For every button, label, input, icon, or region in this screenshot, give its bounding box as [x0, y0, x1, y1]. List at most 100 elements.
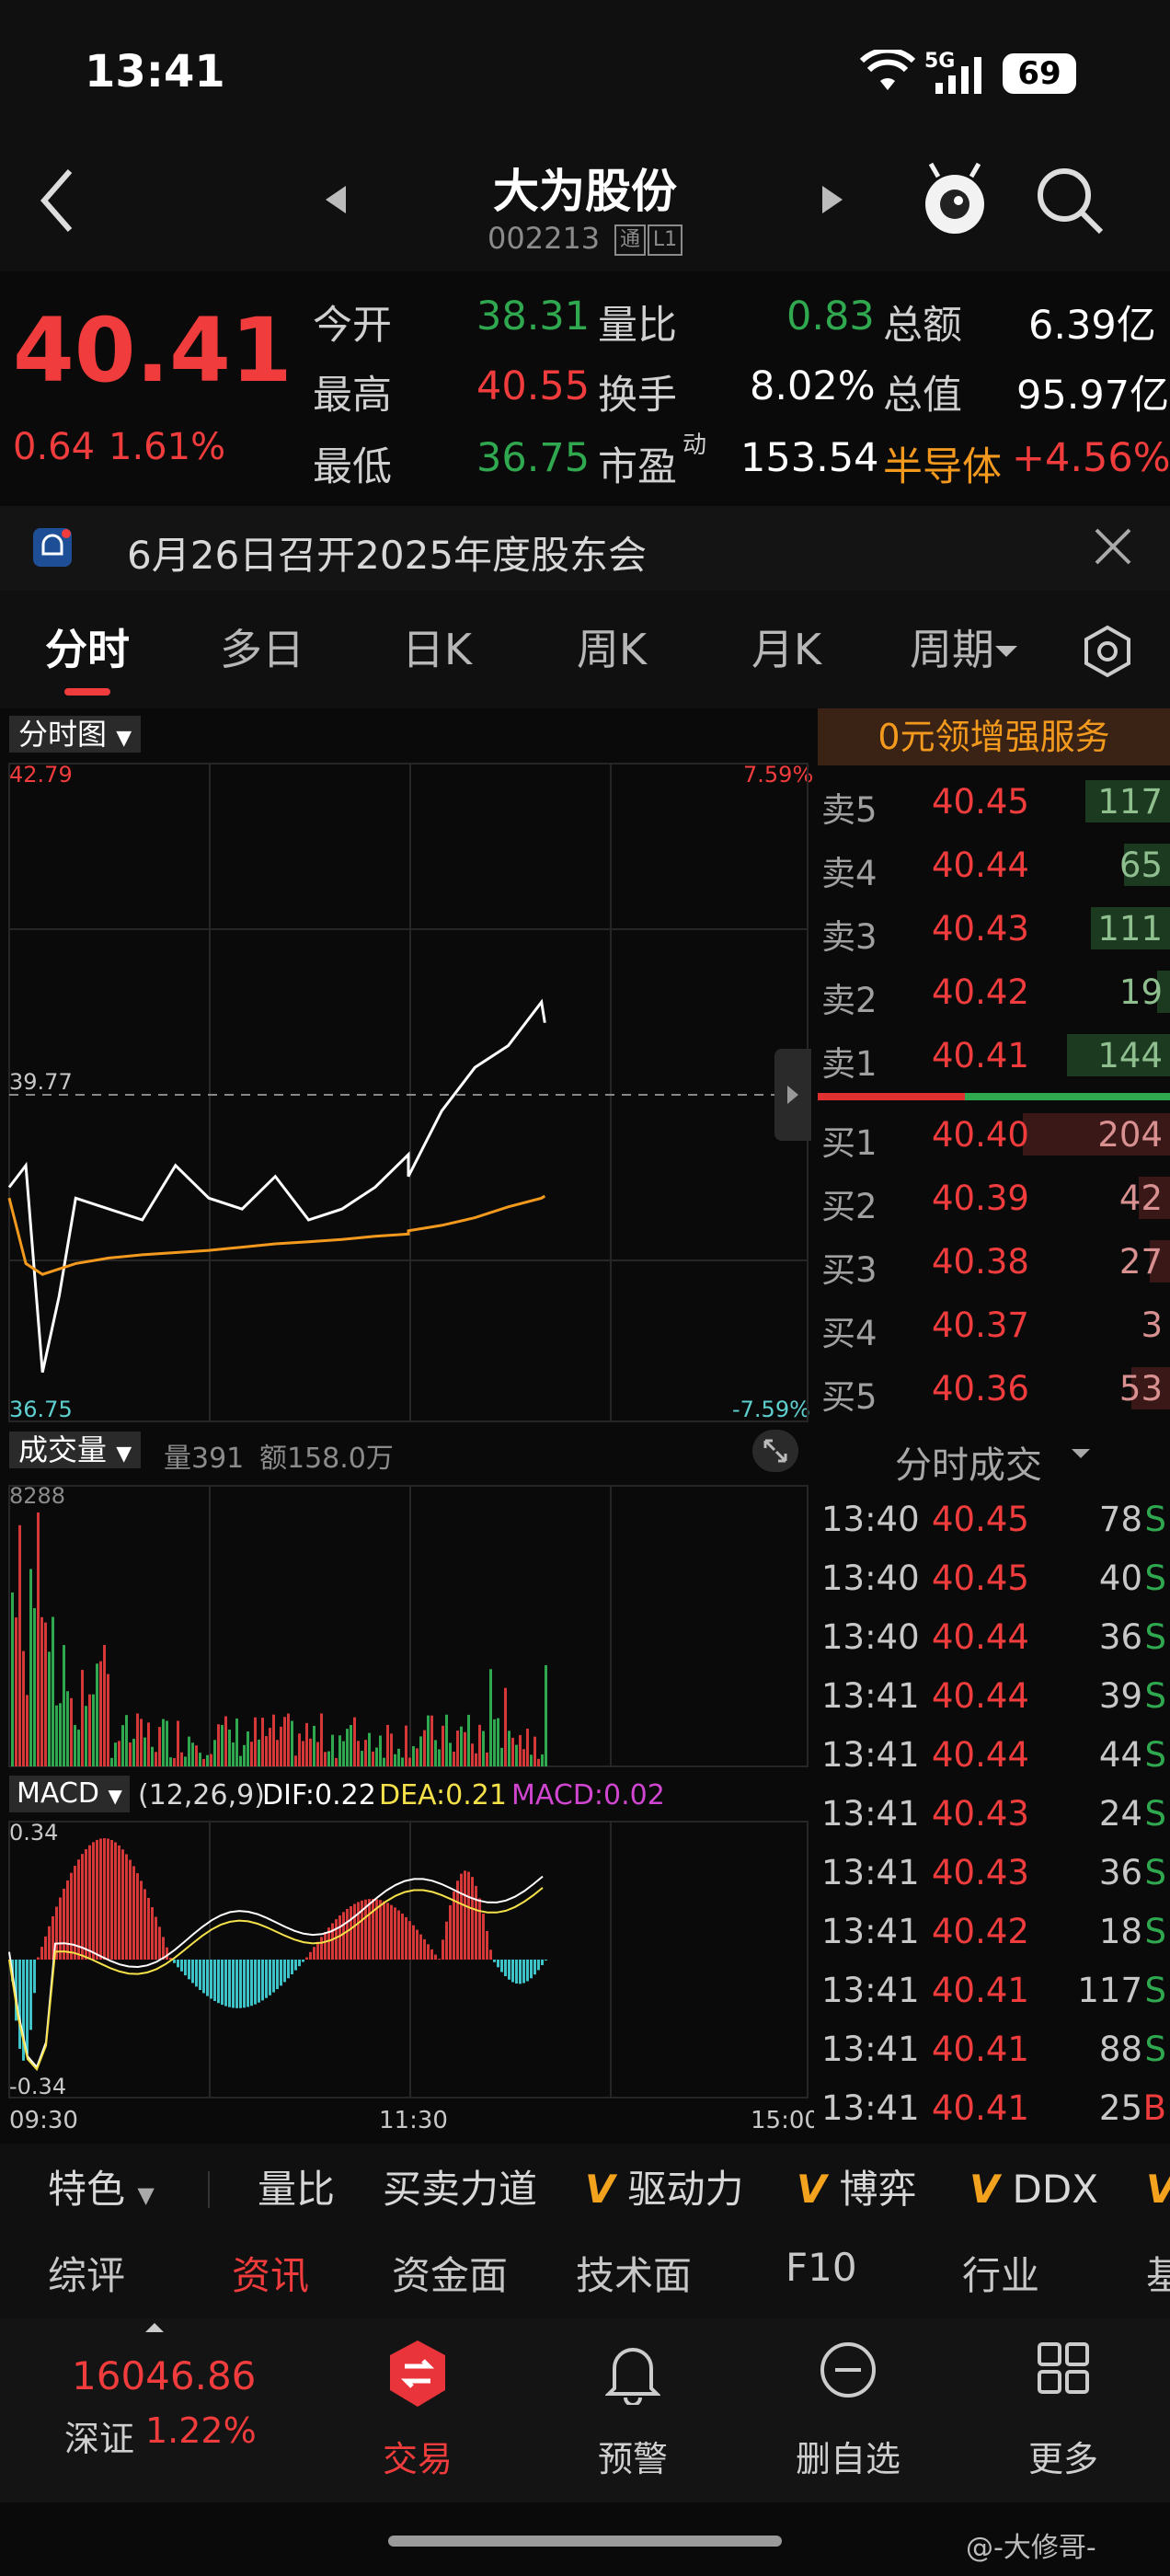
chart-area[interactable]: 分时图 ▼ 42.79 7.59% 39.77 36.75 -7.59%	[0, 708, 820, 2144]
tab-daily-k[interactable]: 日K	[401, 625, 473, 674]
macd-bar	[504, 1960, 507, 1977]
indicator-ddx[interactable]: V DDX	[969, 2144, 1098, 2236]
tab-intraday[interactable]: 分时	[45, 625, 130, 674]
macd-bar	[169, 1958, 172, 1960]
indicator-vol-ratio[interactable]: 量比	[258, 2167, 336, 2212]
feature-dropdown[interactable]: 特色 ▼	[48, 2144, 155, 2236]
macd-bar	[526, 1960, 529, 1982]
macd-bar	[335, 1919, 338, 1960]
macd-bar	[361, 1900, 363, 1960]
macd-bar	[250, 1960, 253, 2007]
expand-orderbook-icon[interactable]	[774, 1049, 811, 1141]
bid-row-3[interactable]: 买3 40.38 27	[814, 1231, 1170, 1294]
volume-bar	[537, 1758, 540, 1766]
chevron-down-icon	[1070, 1446, 1092, 1464]
high-label: 最高	[313, 373, 392, 419]
macd-bar	[151, 1907, 154, 1960]
volume-bar	[11, 1593, 14, 1766]
bid-price: 40.39	[932, 1179, 1029, 1218]
tab-monthly-k[interactable]: 月K	[751, 625, 822, 674]
tab-fund-partial[interactable]: 基	[1146, 2253, 1170, 2298]
volume-bar	[416, 1748, 419, 1766]
tab-fund-flow[interactable]: 资金面	[392, 2253, 509, 2298]
index-value[interactable]: 16046.86	[72, 2353, 257, 2398]
indicator-buy-sell-force[interactable]: 买卖力道	[383, 2167, 538, 2212]
back-icon[interactable]	[39, 166, 75, 239]
volume-bar	[471, 1743, 474, 1766]
macd-bar	[405, 1916, 407, 1960]
tab-f10[interactable]: F10	[786, 2245, 857, 2290]
volume-bar	[522, 1749, 525, 1766]
tab-news[interactable]: 资讯	[232, 2253, 310, 2298]
index-name: 深证	[64, 2419, 135, 2459]
tick-row: 13:41 40.43 24 S	[814, 1787, 1170, 1846]
bid-row-4[interactable]: 买4 40.37 3	[814, 1294, 1170, 1358]
macd-bar	[298, 1960, 301, 1967]
ask-price: 40.42	[932, 972, 1029, 1012]
ask-row-1[interactable]: 卖1 40.41 144	[814, 1025, 1170, 1088]
volume-selector[interactable]: 成交量 ▼	[9, 1432, 142, 1468]
tick-row: 13:41 40.44 44 S	[814, 1728, 1170, 1787]
volume-bar	[489, 1669, 492, 1766]
macd-bar	[147, 1897, 150, 1960]
home-indicator[interactable]	[388, 2536, 782, 2547]
ask-row-2[interactable]: 卖2 40.42 19	[814, 961, 1170, 1025]
volume-bar	[44, 1622, 47, 1766]
bid-row-1[interactable]: 买1 40.40 204	[814, 1104, 1170, 1167]
ticks-title[interactable]: 分时成交	[895, 1444, 1042, 1487]
ask-row-4[interactable]: 卖4 40.44 65	[814, 834, 1170, 898]
tab-technical[interactable]: 技术面	[576, 2253, 693, 2298]
macd-min-label: -0.34	[9, 2074, 67, 2099]
macd-max-label: 0.34	[9, 1820, 59, 1846]
macd-bar	[438, 1959, 441, 1961]
indicator-more-partial[interactable]: V	[1146, 2144, 1170, 2236]
volume-bar	[129, 1742, 132, 1766]
volume-bar	[15, 1617, 17, 1766]
tab-overview[interactable]: 综评	[48, 2253, 126, 2298]
macd-bar	[188, 1960, 190, 1980]
macd-selector[interactable]: MACD ▼	[9, 1776, 130, 1812]
bid-row-5[interactable]: 买5 40.36 53	[814, 1358, 1170, 1421]
next-stock-icon[interactable]	[820, 184, 844, 219]
fullscreen-icon[interactable]	[752, 1430, 798, 1472]
macd-bar	[26, 1960, 29, 2054]
tab-industry[interactable]: 行业	[962, 2253, 1040, 2298]
volume-bar	[515, 1744, 518, 1766]
close-icon[interactable]	[1093, 526, 1133, 570]
depth-bar	[1023, 1113, 1170, 1156]
ask-row-3[interactable]: 卖3 40.43 111	[814, 898, 1170, 961]
tab-period[interactable]: 周期	[910, 625, 994, 674]
chart-selector[interactable]: 分时图 ▼	[9, 716, 142, 753]
indicator-driving-force[interactable]: V 驱动力	[585, 2144, 744, 2236]
sector-name[interactable]: 半导体	[883, 444, 1002, 490]
macd-bar	[261, 1960, 264, 2001]
volume-bar	[147, 1722, 150, 1766]
macd-bar	[342, 1912, 345, 1960]
indicator-game[interactable]: V 博弈	[797, 2144, 917, 2236]
bid-row-2[interactable]: 买2 40.39 42	[814, 1167, 1170, 1231]
tab-weekly-k[interactable]: 周K	[576, 625, 648, 674]
macd-bar	[467, 1871, 470, 1960]
assistant-robot-icon[interactable]	[918, 158, 992, 245]
macd-bar	[401, 1914, 404, 1960]
volume-bar	[361, 1751, 363, 1766]
macd-params: (12,26,9)	[138, 1779, 265, 1811]
macd-bar	[66, 1880, 69, 1960]
search-icon[interactable]	[1035, 166, 1105, 239]
volume-bar	[103, 1645, 106, 1766]
macd-bar	[346, 1908, 349, 1960]
macd-bar	[129, 1859, 132, 1960]
volume-bar	[331, 1734, 334, 1766]
ask-label: 卖3	[821, 917, 878, 957]
notice-bar[interactable]: 6月26日召开2025年度股东会	[0, 506, 1170, 591]
macd-bar	[247, 1960, 249, 2007]
macd-bar	[287, 1960, 290, 1979]
macd-bar	[394, 1907, 396, 1960]
volume-bar	[22, 1650, 25, 1766]
prev-stock-icon[interactable]	[324, 184, 348, 219]
ask-row-5[interactable]: 卖5 40.45 117	[814, 771, 1170, 834]
indicator-label: 博弈	[839, 2167, 917, 2212]
tab-multiday[interactable]: 多日	[220, 625, 304, 674]
promo-banner[interactable]: 0元领增强服务	[818, 708, 1170, 765]
settings-hexagon-icon[interactable]	[1080, 624, 1135, 683]
